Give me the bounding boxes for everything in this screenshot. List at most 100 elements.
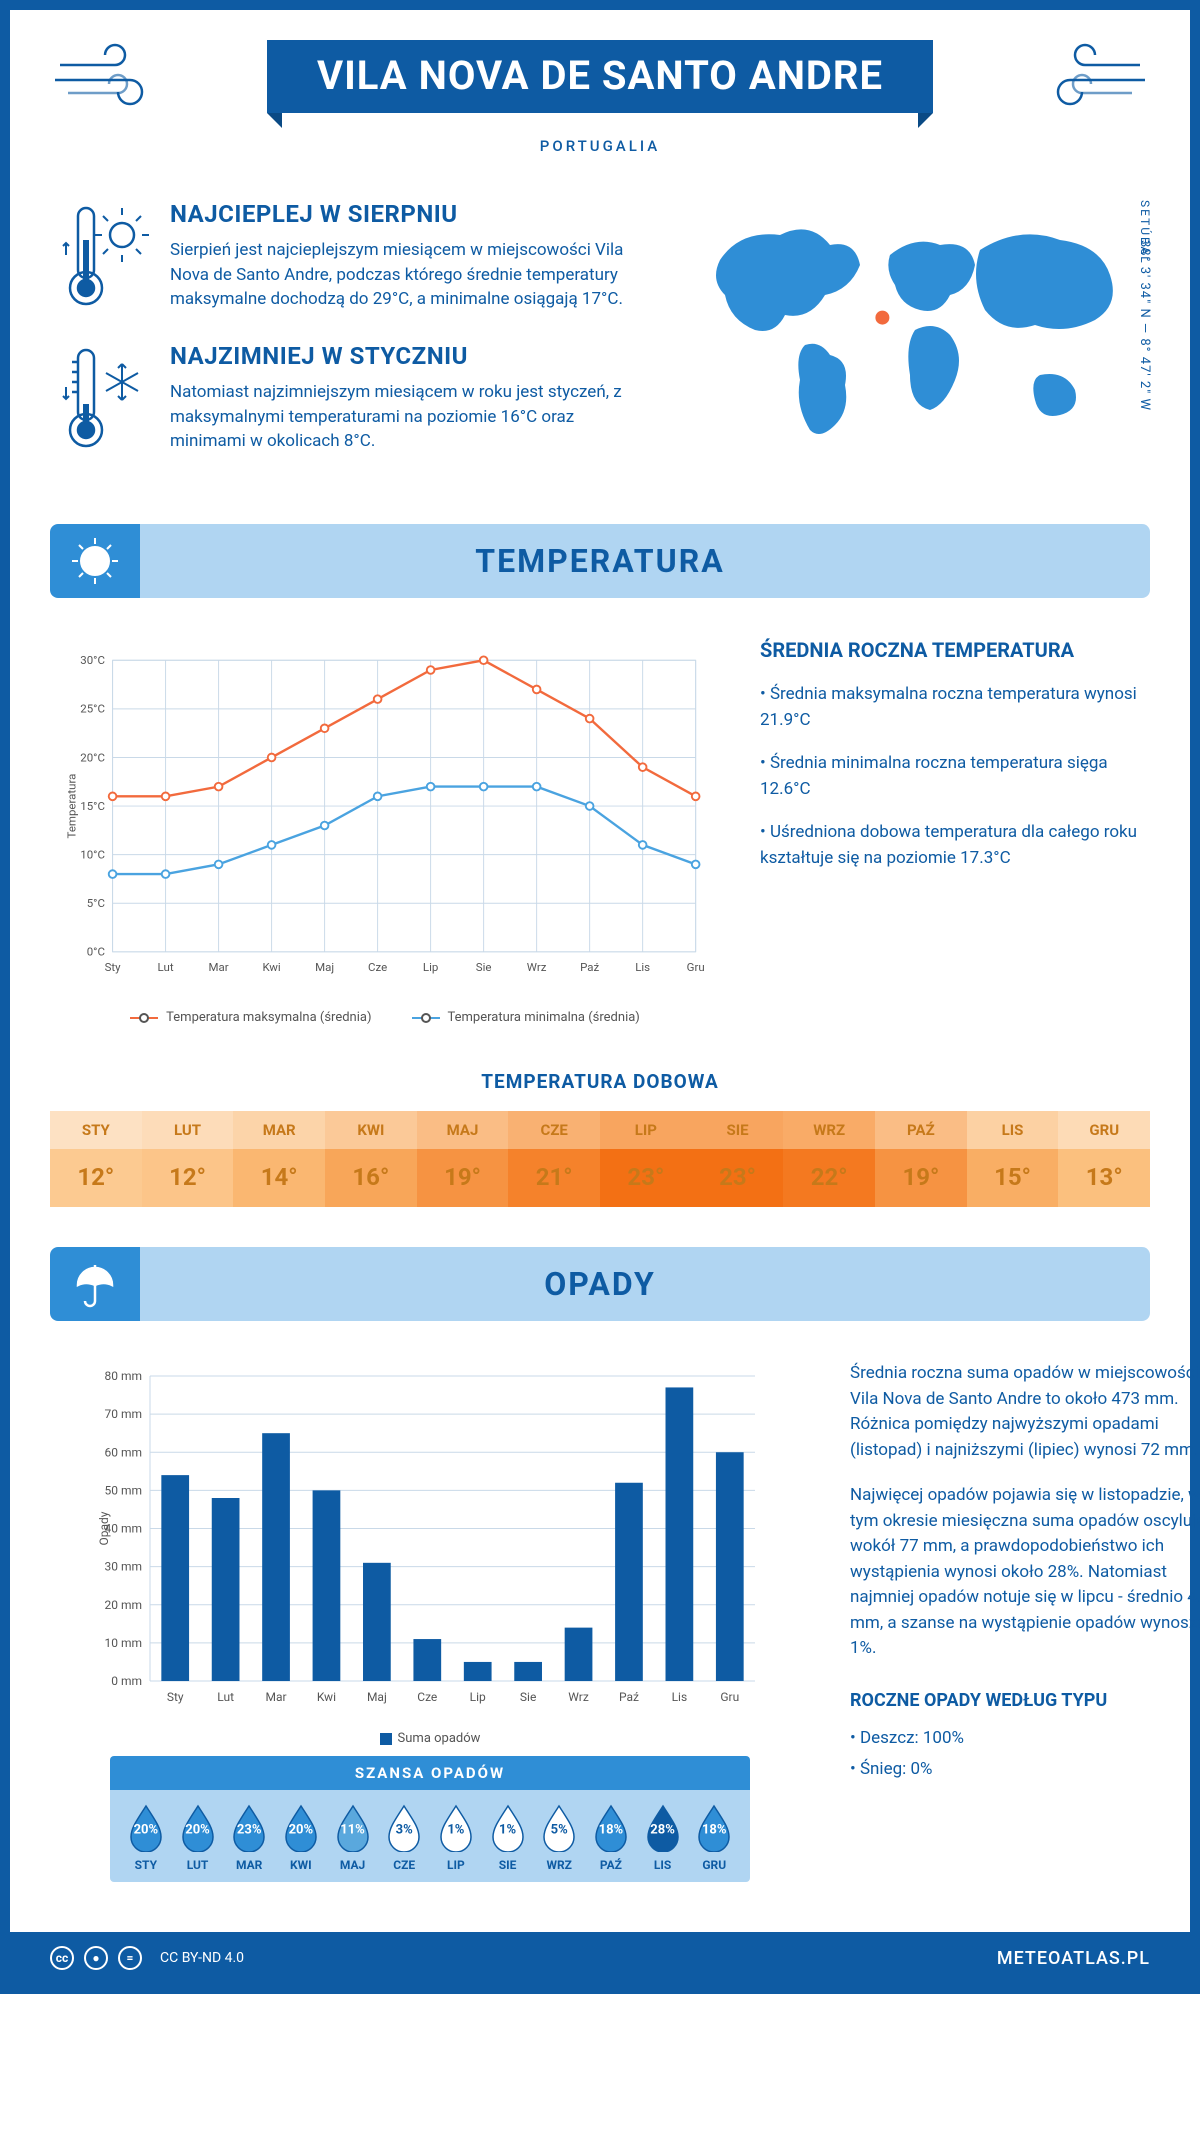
by-icon: ●: [84, 1946, 108, 1970]
svg-text:Sie: Sie: [476, 960, 492, 974]
precipitation-bar-chart: 0 mm10 mm20 mm30 mm40 mm50 mm60 mm70 mm8…: [60, 1361, 800, 1746]
intro-section: NAJCIEPLEJ W SIERPNIU Sierpień jest najc…: [10, 180, 1190, 514]
hot-block: NAJCIEPLEJ W SIERPNIU Sierpień jest najc…: [60, 200, 640, 314]
daily-temp-cell: LUT 12°: [142, 1111, 234, 1207]
wind-icon: [50, 35, 170, 119]
svg-text:Cze: Cze: [368, 960, 387, 974]
temp-summary-line: • Średnia minimalna roczna temperatura s…: [760, 751, 1140, 802]
daily-temp-cell: KWI 16°: [325, 1111, 417, 1207]
svg-text:Maj: Maj: [367, 1690, 387, 1704]
daily-temp-title: TEMPERATURA DOBOWA: [10, 1070, 1190, 1093]
chance-table: SZANSA OPADÓW 20% STY 20% LUT 23% MAR 20…: [110, 1756, 750, 1882]
temperature-line-chart: 0°C5°C10°C15°C20°C25°C30°CStyLutMarKwiMa…: [60, 638, 710, 1025]
thermometer-hot-icon: [60, 200, 150, 314]
svg-text:15°C: 15°C: [80, 799, 105, 813]
svg-text:0 mm: 0 mm: [111, 1674, 142, 1688]
chance-cell: 3% CZE: [378, 1804, 430, 1872]
precip-summary: Średnia roczna suma opadów w miejscowośc…: [850, 1361, 1200, 1882]
precip-title: OPADY: [544, 1265, 656, 1303]
daily-temp-cell: SIE 23°: [692, 1111, 784, 1207]
svg-text:30°C: 30°C: [80, 653, 105, 667]
svg-text:70 mm: 70 mm: [104, 1407, 142, 1421]
hot-title: NAJCIEPLEJ W SIERPNIU: [170, 200, 640, 228]
daily-temp-cell: MAR 14°: [233, 1111, 325, 1207]
svg-text:Paź: Paź: [580, 960, 599, 974]
svg-text:25°C: 25°C: [80, 702, 105, 716]
chance-cell: 20% KWI: [275, 1804, 327, 1872]
legend-item: Temperatura minimalna (średnia): [412, 1010, 640, 1025]
page-subtitle: PORTUGALIA: [50, 137, 1150, 155]
svg-text:Paź: Paź: [619, 1690, 639, 1704]
svg-text:Wrz: Wrz: [568, 1690, 589, 1704]
svg-text:Sty: Sty: [105, 960, 122, 974]
umbrella-icon: [50, 1247, 140, 1321]
daily-temp-cell: MAJ 19°: [417, 1111, 509, 1207]
daily-temp-cell: LIS 15°: [967, 1111, 1059, 1207]
temp-summary-title: ŚREDNIA ROCZNA TEMPERATURA: [760, 638, 1140, 662]
daily-temp-cell: CZE 21°: [508, 1111, 600, 1207]
chance-cell: 20% LUT: [172, 1804, 224, 1872]
precip-p1: Średnia roczna suma opadów w miejscowośc…: [850, 1361, 1200, 1463]
temp-summary-line: • Średnia maksymalna roczna temperatura …: [760, 682, 1140, 733]
svg-text:Kwi: Kwi: [262, 960, 280, 974]
svg-text:Mar: Mar: [209, 960, 229, 974]
svg-text:Lut: Lut: [158, 960, 174, 974]
svg-text:0°C: 0°C: [87, 945, 105, 959]
thermometer-cold-icon: [60, 342, 150, 456]
svg-text:Gru: Gru: [720, 1690, 739, 1704]
chance-cell: 18% GRU: [688, 1804, 740, 1872]
chance-cell: 5% WRZ: [533, 1804, 585, 1872]
chance-cell: 20% STY: [120, 1804, 172, 1872]
header: VILA NOVA DE SANTO ANDRE PORTUGALIA: [10, 10, 1190, 180]
daily-temp-cell: LIP 23°: [600, 1111, 692, 1207]
cold-block: NAJZIMNIEJ W STYCZNIU Natomiast najzimni…: [60, 342, 640, 456]
precip-p2: Najwięcej opadów pojawia się w listopadz…: [850, 1483, 1200, 1662]
svg-text:Mar: Mar: [266, 1690, 287, 1704]
svg-text:80 mm: 80 mm: [104, 1369, 142, 1383]
daily-temp-table: STY 12° LUT 12° MAR 14° KWI 16° MAJ 19° …: [50, 1111, 1150, 1207]
bar-legend-label: Suma opadów: [398, 1731, 481, 1746]
temp-title: TEMPERATURA: [475, 542, 724, 580]
chance-cell: 1% LIP: [430, 1804, 482, 1872]
chance-cell: 1% SIE: [482, 1804, 534, 1872]
svg-text:Opady: Opady: [97, 1511, 111, 1545]
chance-cell: 11% MAJ: [327, 1804, 379, 1872]
svg-text:Lip: Lip: [423, 960, 438, 974]
daily-temp-cell: PAŹ 19°: [875, 1111, 967, 1207]
precip-type-title: ROCZNE OPADY WEDŁUG TYPU: [850, 1687, 1200, 1714]
daily-temp-cell: GRU 13°: [1058, 1111, 1150, 1207]
svg-text:Sty: Sty: [167, 1690, 184, 1704]
svg-text:Gru: Gru: [687, 960, 705, 974]
hot-body: Sierpień jest najcieplejszym miesiącem w…: [170, 238, 640, 312]
temp-summary: ŚREDNIA ROCZNA TEMPERATURA • Średnia mak…: [760, 638, 1140, 1025]
site-label: METEOATLAS.PL: [997, 1948, 1150, 1969]
precip-type-line: • Deszcz: 100%: [850, 1726, 1200, 1752]
svg-text:Temperatura: Temperatura: [64, 774, 78, 839]
cold-body: Natomiast najzimniejszym miesiącem w rok…: [170, 380, 640, 454]
svg-text:60 mm: 60 mm: [104, 1445, 142, 1459]
coords-label: 38° 3' 34" N — 8° 47' 2" W: [1137, 240, 1152, 411]
svg-text:20 mm: 20 mm: [104, 1598, 142, 1612]
svg-text:30 mm: 30 mm: [104, 1560, 142, 1574]
wind-icon: [1030, 35, 1150, 119]
svg-text:Maj: Maj: [315, 960, 334, 974]
svg-text:Lut: Lut: [217, 1690, 234, 1704]
precip-type-line: • Śnieg: 0%: [850, 1757, 1200, 1783]
legend-item: Temperatura maksymalna (średnia): [130, 1010, 371, 1025]
chance-cell: 18% PAŹ: [585, 1804, 637, 1872]
svg-text:10°C: 10°C: [80, 847, 105, 861]
precip-section-header: OPADY: [50, 1247, 1150, 1321]
svg-text:Sie: Sie: [520, 1690, 536, 1704]
daily-temp-cell: WRZ 22°: [783, 1111, 875, 1207]
svg-text:20°C: 20°C: [80, 750, 105, 764]
svg-text:Lis: Lis: [635, 960, 650, 974]
map-block: SETÚBAL 38° 3' 34" N — 8° 47' 2" W: [680, 200, 1140, 484]
license-label: CC BY-ND 4.0: [160, 1950, 244, 1966]
svg-text:Kwi: Kwi: [317, 1690, 336, 1704]
cc-icon: cc: [50, 1946, 74, 1970]
chance-title: SZANSA OPADÓW: [110, 1756, 750, 1790]
page-title: VILA NOVA DE SANTO ANDRE: [267, 40, 933, 113]
chance-cell: 28% LIS: [637, 1804, 689, 1872]
footer: cc ● = CC BY-ND 4.0 METEOATLAS.PL: [10, 1932, 1190, 1984]
sun-icon: [50, 524, 140, 598]
